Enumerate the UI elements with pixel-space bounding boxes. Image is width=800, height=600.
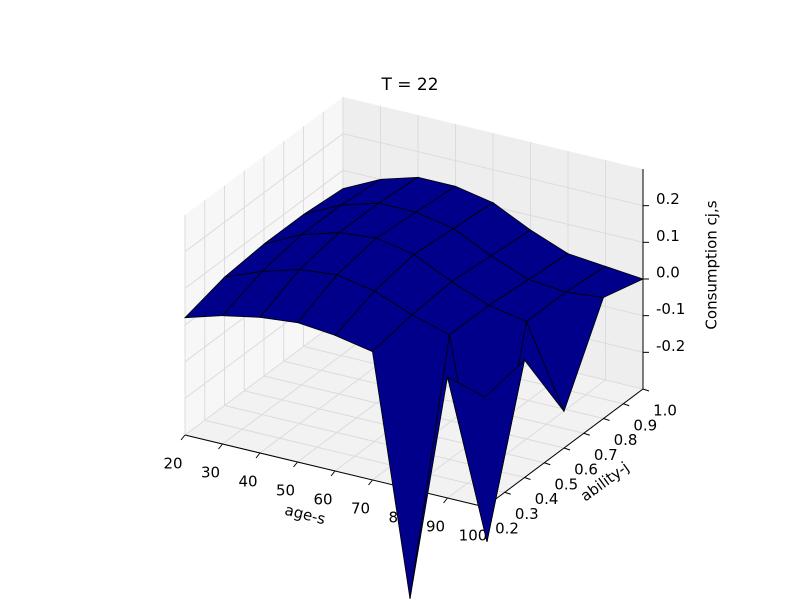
y-tick — [563, 447, 571, 451]
x-tick — [255, 452, 261, 459]
y-tick — [544, 462, 551, 466]
x-tick-label: 60 — [313, 491, 332, 509]
x-tick — [330, 470, 336, 477]
z-tick-label: 0.2 — [656, 190, 680, 208]
y-tick — [524, 477, 531, 480]
x-tick — [368, 479, 373, 486]
z-axis-label: Consumption cj,s — [703, 200, 721, 329]
x-tick-label: 30 — [201, 464, 220, 482]
grid-line — [204, 419, 505, 493]
y-tick-label: 0.7 — [594, 446, 618, 464]
y-tick-label: 0.5 — [554, 475, 578, 493]
x-tick-label: 50 — [276, 482, 295, 500]
grid-line — [184, 133, 344, 253]
z-tick-label: 0.1 — [656, 227, 680, 245]
y-tick-label: 0.9 — [633, 416, 657, 434]
surface-face — [446, 359, 526, 542]
y-tick — [623, 403, 630, 407]
z-tick-label: 0.0 — [656, 264, 680, 282]
chart-title: T = 22 — [380, 75, 438, 95]
y-tick — [504, 491, 511, 495]
y-tick — [583, 432, 590, 436]
x-tick-label: 20 — [163, 455, 182, 473]
y-tick-label: 0.6 — [574, 461, 598, 479]
y-tick-label: 0.8 — [614, 431, 638, 449]
z-tick-label: -0.2 — [656, 337, 685, 355]
y-tick — [603, 418, 610, 421]
y-tick-label: 1.0 — [653, 402, 677, 420]
grid-line — [342, 133, 644, 207]
y-tick-label: 0.4 — [535, 490, 559, 508]
z-tick-label: -0.1 — [656, 300, 685, 318]
axis-line — [484, 388, 644, 508]
grid-line — [184, 169, 344, 289]
axis-line — [184, 434, 486, 508]
x-tick — [443, 497, 448, 504]
x-tick-label: 100 — [459, 527, 488, 545]
y-tick-label: 0.3 — [515, 505, 539, 523]
y-tick — [642, 388, 650, 392]
x-tick — [218, 443, 223, 450]
y-tick-label: 0.2 — [495, 520, 519, 538]
x-tick — [180, 434, 186, 441]
x-tick-label: 40 — [238, 473, 257, 491]
x-tick-label: 90 — [426, 518, 445, 536]
x-tick — [293, 461, 298, 468]
x-tick-label: 70 — [351, 500, 370, 518]
